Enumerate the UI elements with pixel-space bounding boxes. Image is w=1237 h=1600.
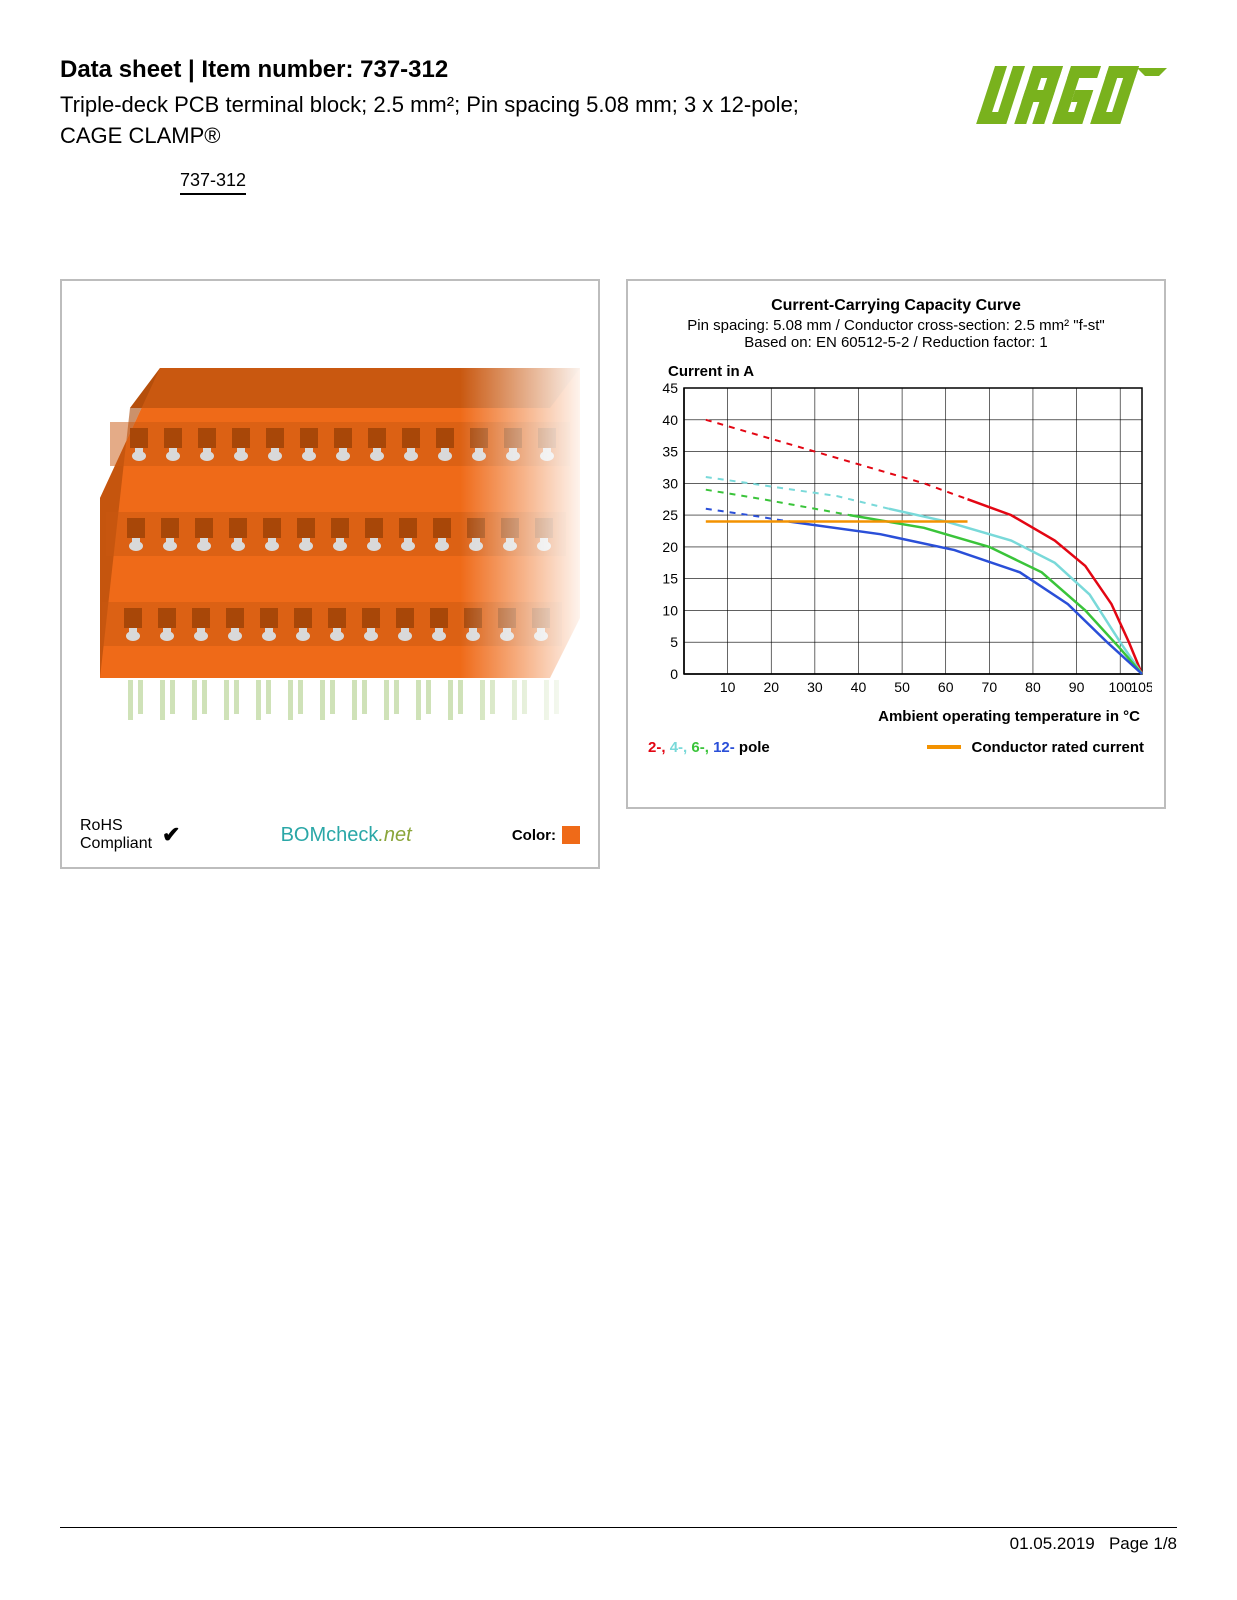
bomcheck-logo: BOMcheck.net (281, 824, 412, 847)
chart-title: Current-Carrying Capacity Curve (642, 297, 1150, 315)
svg-text:90: 90 (1069, 679, 1085, 695)
item-tag: 737-312 (180, 170, 246, 195)
bomcheck-net: .net (378, 824, 411, 846)
chart-panel: Current-Carrying Capacity Curve Pin spac… (626, 279, 1166, 809)
page-footer: 01.05.2019 Page 1/8 (60, 1527, 1177, 1554)
product-footer: RoHS Compliant ✔ BOMcheck.net Color: (80, 817, 580, 852)
bomcheck-main: BOMcheck (281, 824, 379, 846)
svg-text:30: 30 (662, 475, 678, 491)
product-image (80, 299, 580, 818)
svg-text:20: 20 (763, 679, 779, 695)
chart-ylabel: Current in A (668, 363, 1150, 380)
doc-subtitle-1: Triple-deck PCB terminal block; 2.5 mm²;… (60, 90, 799, 121)
legend-pole-4: 4-, (670, 739, 692, 756)
svg-text:5: 5 (670, 634, 678, 650)
svg-text:80: 80 (1025, 679, 1041, 695)
svg-text:10: 10 (720, 679, 736, 695)
legend-rated-label: Conductor rated current (971, 739, 1144, 756)
footer-page: Page 1/8 (1109, 1534, 1177, 1553)
footer-date: 01.05.2019 (1010, 1534, 1095, 1553)
svg-text:100: 100 (1109, 679, 1133, 695)
legend-pole-12: 12- (713, 739, 735, 756)
color-label: Color: (512, 827, 556, 844)
header: Data sheet | Item number: 737-312 Triple… (60, 56, 1177, 195)
chart-plot-area: 10 20 30 40 50 60 70 80 90 100105 0 5 10 15 20 25 30 35 40… (642, 382, 1150, 702)
svg-text:0: 0 (670, 666, 678, 682)
legend-poles: 2-, 4-, 6-, 12- pole (648, 739, 770, 756)
svg-text:40: 40 (662, 411, 678, 427)
page: Data sheet | Item number: 737-312 Triple… (0, 0, 1237, 1600)
color-swatch (562, 826, 580, 844)
doc-title-item: 737-312 (360, 56, 448, 83)
svg-text:105: 105 (1130, 679, 1152, 695)
legend-rated: Conductor rated current (927, 739, 1144, 756)
doc-subtitle-2: CAGE CLAMP® (60, 121, 799, 152)
legend-pole-suffix: pole (735, 739, 770, 756)
chart-legend: 2-, 4-, 6-, 12- pole Conductor rated cur… (642, 739, 1150, 756)
doc-title: Data sheet | Item number: 737-312 (60, 56, 799, 84)
svg-text:50: 50 (894, 679, 910, 695)
color-label-group: Color: (512, 826, 580, 844)
chart-sub1: Pin spacing: 5.08 mm / Conductor cross-s… (642, 317, 1150, 334)
product-panel: RoHS Compliant ✔ BOMcheck.net Color: (60, 279, 600, 869)
header-text: Data sheet | Item number: 737-312 Triple… (60, 56, 799, 195)
rohs-compliant: RoHS Compliant ✔ (80, 817, 180, 852)
footer-text: 01.05.2019 Page 1/8 (60, 1534, 1177, 1554)
rohs-line1: RoHS (80, 817, 152, 835)
svg-text:60: 60 (938, 679, 954, 695)
legend-rated-line (927, 745, 961, 749)
legend-pole-2: 2-, (648, 739, 670, 756)
chart-xlabel: Ambient operating temperature in °C (642, 708, 1140, 725)
svg-text:20: 20 (662, 538, 678, 554)
svg-text:15: 15 (662, 570, 678, 586)
svg-text:40: 40 (851, 679, 867, 695)
footer-divider (60, 1527, 1177, 1528)
svg-text:10: 10 (662, 602, 678, 618)
svg-text:70: 70 (982, 679, 998, 695)
svg-text:35: 35 (662, 443, 678, 459)
svg-text:45: 45 (662, 382, 678, 396)
svg-text:25: 25 (662, 507, 678, 523)
svg-text:30: 30 (807, 679, 823, 695)
legend-pole-6: 6-, (691, 739, 713, 756)
doc-title-prefix: Data sheet | Item number: (60, 56, 360, 83)
chart-sub2: Based on: EN 60512-5-2 / Reduction facto… (642, 334, 1150, 351)
wago-logo (957, 56, 1177, 135)
check-icon: ✔ (162, 823, 180, 847)
rohs-line2: Compliant (80, 835, 152, 853)
panels-row: RoHS Compliant ✔ BOMcheck.net Color: Cur… (60, 279, 1177, 869)
